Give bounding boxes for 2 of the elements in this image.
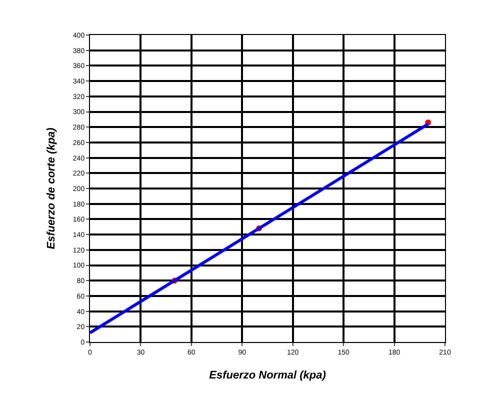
x-axis-title: Esfuerzo Normal (kpa) (209, 370, 326, 382)
y-axis-title: Esfuerzo de corte (kpa) (46, 127, 58, 250)
